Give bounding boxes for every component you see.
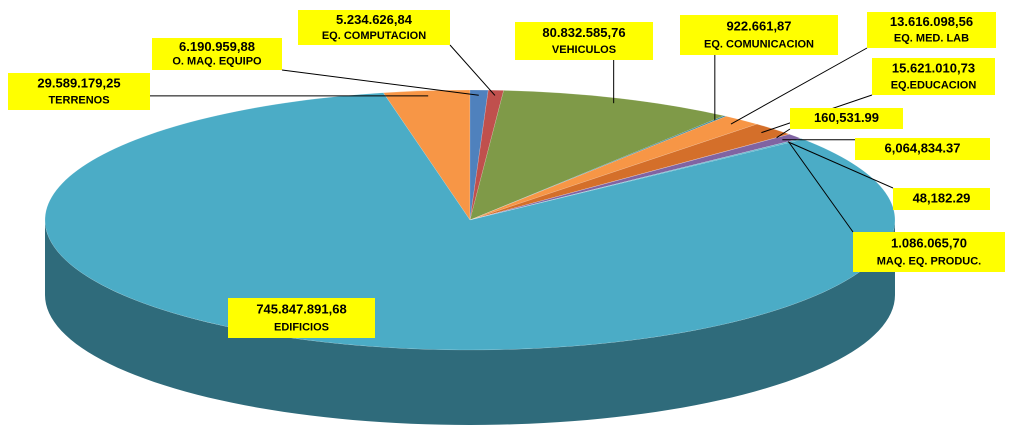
slice — [469, 115, 727, 221]
value-label: 6,064,834.37 — [885, 140, 961, 155]
slice — [382, 89, 471, 221]
slice — [469, 138, 802, 221]
category-label: O. MAQ. EQUIPO — [172, 56, 262, 68]
leader-line — [776, 128, 791, 139]
category-label: TERRENOS — [48, 94, 109, 106]
category-label: EQ. COMUNICACION — [704, 39, 814, 51]
slice-side — [45, 220, 895, 425]
value-label: 160,531.99 — [814, 110, 879, 125]
label-box — [893, 188, 990, 210]
slice — [469, 89, 489, 221]
slice — [469, 133, 791, 221]
label-box — [853, 232, 1005, 272]
category-label: EQ.EDUCACION — [891, 79, 977, 91]
value-label: 6.190.959,88 — [179, 39, 255, 54]
leader-line — [281, 69, 479, 96]
value-label: 80.832.585,76 — [542, 25, 625, 40]
leader-line — [788, 141, 854, 233]
category-label: MAQ. EQ. PRODUC. — [877, 256, 982, 268]
leader-line — [449, 44, 496, 96]
category-label: EQ. COMPUTACION — [322, 30, 426, 42]
value-label: 5.234.626,84 — [336, 12, 413, 27]
label-box — [867, 12, 996, 48]
label-box — [298, 10, 450, 45]
value-label: 13.616.098,56 — [890, 14, 973, 29]
label-box — [680, 15, 838, 55]
value-label: 29.589.179,25 — [37, 76, 120, 91]
label-box — [152, 38, 282, 70]
value-label: 1.086.065,70 — [891, 235, 967, 250]
label-box — [790, 108, 903, 129]
label-box — [8, 73, 150, 110]
category-label: EDIFICIOS — [274, 322, 329, 334]
slice — [469, 134, 802, 221]
label-box — [515, 22, 653, 60]
label-box — [872, 58, 995, 95]
leader-line — [730, 47, 868, 125]
slice — [469, 115, 758, 221]
category-label: EQ. MED. LAB — [894, 33, 969, 45]
value-label: 745.847.891,68 — [256, 301, 346, 316]
label-box — [228, 298, 375, 338]
slice — [469, 89, 504, 221]
leader-line — [787, 141, 894, 189]
value-label: 48,182.29 — [913, 190, 971, 205]
category-label: VEHICULOS — [552, 44, 616, 56]
label-box — [855, 138, 990, 160]
slice — [469, 90, 725, 221]
value-label: 15.621.010,73 — [892, 61, 975, 76]
value-label: 922.661,87 — [726, 18, 791, 33]
